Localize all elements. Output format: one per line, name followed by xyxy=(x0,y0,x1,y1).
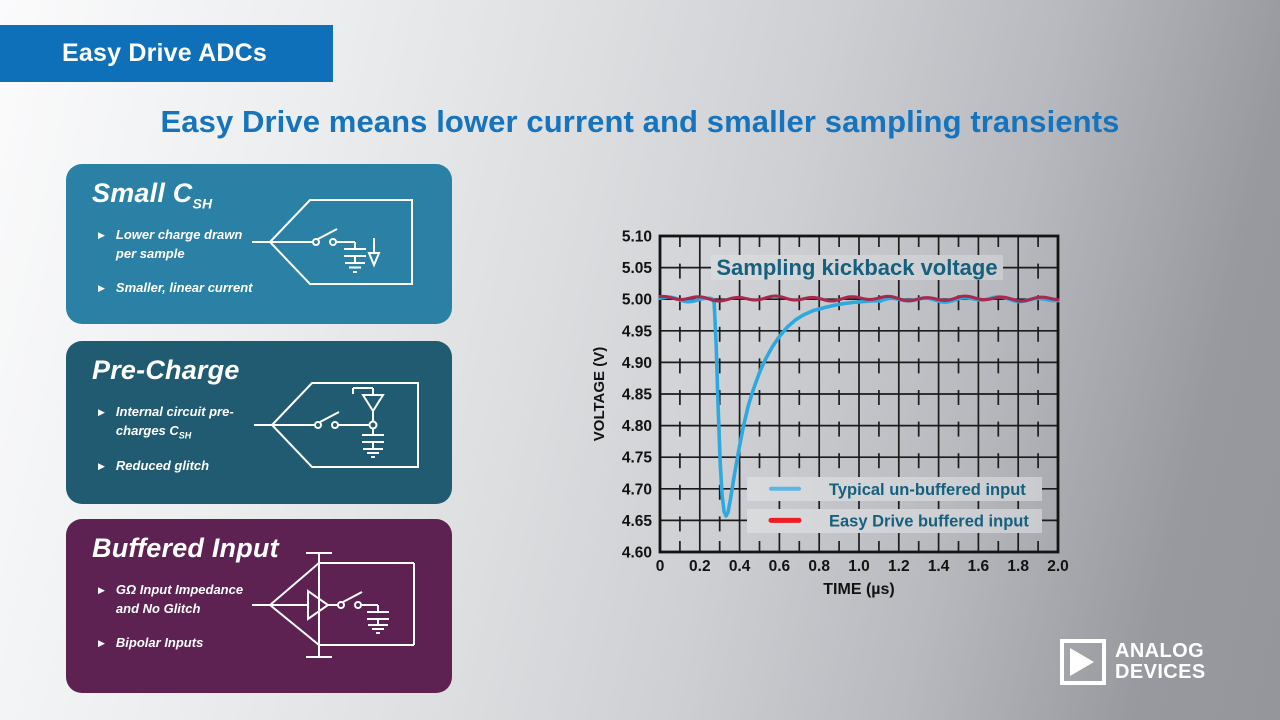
y-tick-label: 4.70 xyxy=(622,481,652,498)
card-heading: Buffered Input xyxy=(92,533,279,566)
card-heading: Small CSH xyxy=(92,178,212,211)
bullet-marker-icon: ▶ xyxy=(98,637,105,648)
bullet-marker-icon: ▶ xyxy=(98,282,105,293)
y-tick-label: 4.80 xyxy=(622,418,652,435)
card-small-csh: Small CSH ▶ Lower charge drawn per sample ▶… xyxy=(66,164,452,324)
kickback-voltage-chart: Sampling kickback voltage Typical un-buff… xyxy=(591,229,1069,599)
y-tick-label: 5.05 xyxy=(622,260,653,277)
card-heading-sub: SH xyxy=(192,195,213,212)
y-tick-label: 4.65 xyxy=(622,513,653,530)
adi-logo-line1: ANALOG xyxy=(1115,640,1205,662)
x-tick-label: 0.8 xyxy=(808,558,830,575)
bullet-marker-icon: ▶ xyxy=(98,230,105,240)
y-tick-label: 4.95 xyxy=(622,323,653,340)
card-buffered-input: Buffered Input ▶ GΩ Input Impedance and No… xyxy=(66,519,452,693)
x-tick-label: 1.4 xyxy=(928,558,950,575)
legend-label-unbuffered: Typical un-buffered input xyxy=(829,481,1026,499)
bullet-item: ▶ Bipolar Inputs xyxy=(98,634,273,653)
badge-label: Easy Drive ADCs xyxy=(62,39,267,67)
bullet-text: Reduced glitch xyxy=(115,458,210,474)
input-buffer-icon xyxy=(307,589,330,621)
bullet-list: ▶ Internal circuit pre-charges CSH ▶ Reduce… xyxy=(98,403,273,491)
x-tick-label: 0.4 xyxy=(729,558,751,575)
bullet-item: ▶ GΩ Input Impedance and No Glitch xyxy=(98,581,273,619)
circuit-buffered-input xyxy=(252,552,415,658)
x-tick-label: 0.6 xyxy=(769,558,791,575)
x-tick-label: 1.0 xyxy=(848,558,870,575)
bullet-text: GΩ Input Impedance and No Glitch xyxy=(115,582,244,616)
bullet-item: ▶ Reduced glitch xyxy=(98,457,273,476)
y-tick-label: 4.60 xyxy=(622,545,652,562)
x-tick-label: 1.8 xyxy=(1007,558,1029,575)
bullet-marker-icon: ▶ xyxy=(98,461,105,472)
bullet-list: ▶ GΩ Input Impedance and No Glitch ▶ Bipolar… xyxy=(98,581,273,668)
circuit-pre-charge xyxy=(254,382,419,468)
bullet-item: ▶ Smaller, linear current xyxy=(98,279,273,298)
card-heading-text: Buffered Input xyxy=(92,533,279,563)
y-tick-label: 4.90 xyxy=(622,355,652,372)
circuit-small-csh xyxy=(252,199,413,285)
y-tick-label: 5.00 xyxy=(622,292,652,309)
bullet-list: ▶ Lower charge drawn per sample ▶ Smaller, l… xyxy=(98,226,273,313)
bullet-item: ▶ Lower charge drawn per sample xyxy=(98,226,273,264)
page-title: Easy Drive means lower current and small… xyxy=(160,104,1120,139)
bullet-text: Bipolar Inputs xyxy=(115,634,204,650)
bullet-item: ▶ Internal circuit pre-charges CSH xyxy=(98,403,273,442)
bullet-marker-icon: ▶ xyxy=(98,407,105,417)
x-tick-label: 0 xyxy=(656,558,665,575)
adi-logo-text: ANALOG DEVICES xyxy=(1115,639,1206,685)
precharge-buffer-icon xyxy=(361,394,385,413)
y-tick-label: 4.85 xyxy=(622,387,653,404)
bullet-text: Smaller, linear current xyxy=(115,279,253,295)
y-tick-label: 4.75 xyxy=(622,450,653,467)
x-tick-label: 1.2 xyxy=(888,558,910,575)
bullet-marker-icon: ▶ xyxy=(98,585,105,595)
card-heading: Pre-Charge xyxy=(92,355,240,388)
x-tick-label: 0.2 xyxy=(689,558,711,575)
legend-label-easy-drive: Easy Drive buffered input xyxy=(829,512,1029,530)
chart-title: Sampling kickback voltage xyxy=(716,255,997,280)
adi-logo: ANALOG DEVICES xyxy=(1060,639,1206,685)
badge: Easy Drive ADCs xyxy=(0,25,333,82)
card-pre-charge: Pre-Charge ▶ Internal circuit pre-charges… xyxy=(66,341,452,504)
x-tick-label: 1.6 xyxy=(968,558,990,575)
card-heading-text: Pre-Charge xyxy=(92,355,240,385)
y-axis-title: VOLTAGE (V) xyxy=(591,347,608,441)
current-arrow-icon xyxy=(367,252,381,268)
bullet-text: Lower charge drawn per sample xyxy=(115,227,243,261)
bullet-text: Internal circuit pre-charges CSH xyxy=(115,404,234,441)
x-tick-label: 2.0 xyxy=(1047,558,1069,575)
adi-logo-line2: DEVICES xyxy=(1115,661,1206,683)
x-axis-title: TIME (µs) xyxy=(823,581,894,598)
adi-logo-icon xyxy=(1060,639,1106,685)
y-tick-label: 5.10 xyxy=(622,229,652,246)
card-heading-text: Small C xyxy=(92,178,193,208)
